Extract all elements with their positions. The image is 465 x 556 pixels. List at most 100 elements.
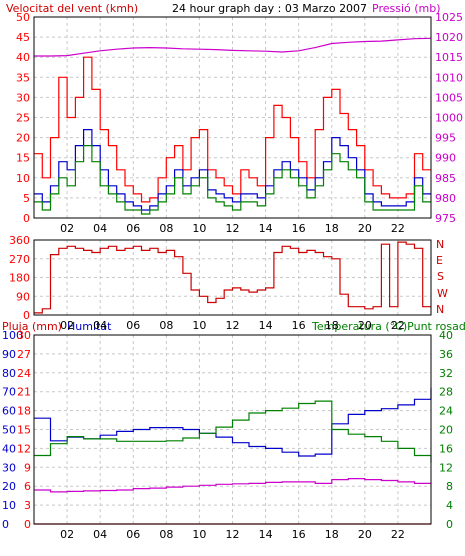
wind-panel-frame <box>33 16 432 219</box>
temp-panel-frame <box>33 334 432 525</box>
temperature-y-tick-label: 16 <box>439 442 453 455</box>
rain-y-tick-label: 12 <box>17 442 31 455</box>
rain-y-tick-label: 24 <box>17 367 31 380</box>
temp-panel-x-tick-label: 02 <box>60 528 74 541</box>
pressure-y-tick-label: 1015 <box>435 51 463 64</box>
rain-y-tick-label: 30 <box>17 329 31 342</box>
compass-n-bottom: N <box>436 303 444 316</box>
rain-y-tick-label: 0 <box>24 518 31 531</box>
humidity-y-tick-label: 20 <box>2 480 16 493</box>
series-line-velocitat-mitjana-kmh <box>34 145 431 215</box>
humidity-y-tick-label: 70 <box>2 386 16 399</box>
graph-title: 24 hour graph day : 03 Marzo 2007 <box>172 2 367 15</box>
compass-n-top: N <box>436 238 444 251</box>
humidity-y-tick-label: 10 <box>2 499 16 512</box>
temp-panel-x-tick-label: 18 <box>325 528 339 541</box>
wind-y-tick-label: 40 <box>16 51 30 64</box>
wind-panel-x-tick-label: 02 <box>60 222 74 235</box>
wind-panel-x-tick-label: 04 <box>93 222 107 235</box>
wind-panel-x-tick-label: 18 <box>325 222 339 235</box>
temperature-y-tick-label: 36 <box>439 348 453 361</box>
temperature-y-tick-label: 20 <box>439 424 453 437</box>
humidity-y-tick-label: 30 <box>2 461 16 474</box>
wind-panel-x-tick-label: 06 <box>126 222 140 235</box>
temp-panel-x-tick-label: 14 <box>259 528 273 541</box>
pressure-y-tick-label: 1020 <box>435 31 463 44</box>
frame-layer <box>33 16 432 525</box>
direction-y-tick-label: 360 <box>9 234 30 247</box>
temp-panel-x-tick-label: 06 <box>126 528 140 541</box>
wind-panel-x-tick-label: 14 <box>259 222 273 235</box>
temp-panel-x-tick-label: 10 <box>192 528 206 541</box>
direction-panel-x-tick-label: 16 <box>292 319 306 332</box>
rain-y-tick-label: 27 <box>17 348 31 361</box>
temperature-axis-title: Temperatura (°C)Punt rosada <box>311 320 465 333</box>
rain-y-tick-label: 3 <box>24 499 31 512</box>
humidity-y-tick-label: 80 <box>2 367 16 380</box>
direction-panel-frame <box>33 239 432 316</box>
temperature-y-tick-label: 0 <box>446 518 453 531</box>
wind-y-tick-label: 35 <box>16 71 30 84</box>
wind-y-tick-label: 0 <box>23 212 30 225</box>
pressure-y-tick-label: 1010 <box>435 71 463 84</box>
pressure-y-tick-label: 980 <box>435 192 456 205</box>
temperature-y-tick-label: 28 <box>439 386 453 399</box>
humidity-y-tick-label: 100 <box>2 329 23 342</box>
wind-axis-title: Velocitat del vent (kmh) <box>6 2 138 15</box>
direction-panel-x-tick-label: 18 <box>325 319 339 332</box>
direction-panel-x-tick-label: 22 <box>391 319 405 332</box>
series-line-wind-direction <box>34 241 431 314</box>
direction-panel-x-tick-label: 12 <box>226 319 240 332</box>
pressure-y-tick-label: 985 <box>435 172 456 185</box>
humidity-y-tick-label: 90 <box>2 348 16 361</box>
wind-y-tick-label: 30 <box>16 91 30 104</box>
temp-panel-x-tick-label: 04 <box>93 528 107 541</box>
direction-panel-x-tick-label: 14 <box>259 319 273 332</box>
direction-panel-x-tick-label: 20 <box>358 319 372 332</box>
wind-panel-x-tick-label: 12 <box>226 222 240 235</box>
wind-y-tick-label: 20 <box>16 132 30 145</box>
temperature-y-tick-label: 24 <box>439 405 453 418</box>
temp-panel-x-tick-label: 22 <box>391 528 405 541</box>
humidity-y-tick-label: 40 <box>2 442 16 455</box>
direction-panel-x-tick-label: 08 <box>159 319 173 332</box>
tick-label-layer: 0510152025303540455097598098599099510001… <box>2 11 463 541</box>
temp-panel-x-tick-label: 16 <box>292 528 306 541</box>
series-line-punt-rosada <box>34 478 432 493</box>
rain-axis-title: Pluja (mm) <box>2 320 62 333</box>
rain-y-tick-label: 6 <box>24 480 31 493</box>
temp-panel-x-tick-label: 20 <box>358 528 372 541</box>
direction-y-tick-label: 180 <box>9 272 30 285</box>
temperature-y-tick-label: 32 <box>439 367 453 380</box>
wind-y-tick-label: 25 <box>16 112 30 125</box>
wind-panel-x-tick-label: 22 <box>391 222 405 235</box>
series-line-humitat <box>34 387 432 457</box>
temp-panel-x-tick-label: 12 <box>226 528 240 541</box>
pressure-axis-title: Pressió (mb) <box>372 2 441 15</box>
temperature-y-tick-label: 12 <box>439 461 453 474</box>
wind-panel-x-tick-label: 10 <box>192 222 206 235</box>
wind-y-tick-label: 5 <box>23 192 30 205</box>
wind-y-tick-label: 50 <box>16 11 30 24</box>
direction-y-tick-label: 270 <box>9 253 30 266</box>
direction-panel-x-tick-label: 06 <box>126 319 140 332</box>
pressure-y-tick-label: 990 <box>435 152 456 165</box>
wind-panel-x-tick-label: 16 <box>292 222 306 235</box>
wind-panel-x-tick-label: 08 <box>159 222 173 235</box>
direction-y-tick-label: 0 <box>23 309 30 322</box>
temperature-y-tick-label: 4 <box>446 499 453 512</box>
humidity-y-tick-label: 0 <box>2 518 9 531</box>
pressure-y-tick-label: 995 <box>435 132 456 145</box>
pressure-y-tick-label: 975 <box>435 212 456 225</box>
pressure-y-tick-label: 1025 <box>435 11 463 24</box>
rain-y-tick-label: 18 <box>17 405 31 418</box>
series-line-ratxa-de-vent-kmh <box>34 129 431 211</box>
wind-panel-x-tick-label: 20 <box>358 222 372 235</box>
rain-y-tick-label: 15 <box>17 424 31 437</box>
direction-panel-x-tick-label: 10 <box>192 319 206 332</box>
series-line-temperatura-c <box>34 400 432 463</box>
wind-y-tick-label: 10 <box>16 172 30 185</box>
pressure-y-tick-label: 1005 <box>435 91 463 104</box>
pressure-y-tick-label: 1000 <box>435 112 463 125</box>
